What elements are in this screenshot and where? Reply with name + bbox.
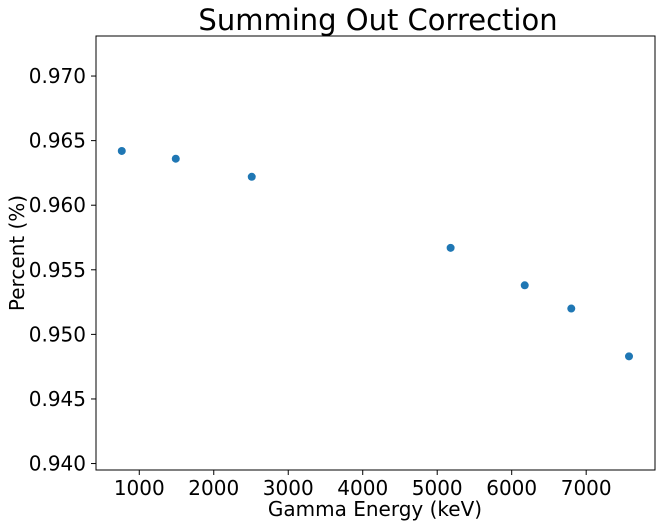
y-tick-label: 0.970 (29, 64, 86, 88)
chart-title: Summing Out Correction (198, 3, 557, 37)
x-tick-label: 6000 (486, 476, 537, 500)
data-point (446, 243, 455, 252)
y-tick-label: 0.940 (29, 452, 86, 476)
data-point (171, 154, 180, 163)
x-axis-label: Gamma Energy (keV) (268, 497, 482, 521)
y-tick-label: 0.950 (29, 322, 86, 346)
x-tick-label: 1000 (114, 476, 165, 500)
plot-frame (95, 35, 656, 471)
data-points (117, 146, 634, 361)
x-tick-label: 7000 (561, 476, 612, 500)
y-tick-label: 0.945 (29, 387, 86, 411)
data-point (117, 146, 126, 155)
x-tick-label: 2000 (188, 476, 239, 500)
x-axis-ticks: 1000 2000 3000 4000 5000 6000 7000 (114, 470, 612, 500)
y-axis-ticks: 0.940 0.945 0.950 0.955 0.960 0.965 0.970 (29, 64, 96, 476)
data-point (567, 304, 576, 313)
y-tick-label: 0.965 (29, 129, 86, 153)
y-tick-label: 0.955 (29, 258, 86, 282)
y-tick-label: 0.960 (29, 193, 86, 217)
x-tick-label: 3000 (263, 476, 314, 500)
data-point (247, 172, 256, 181)
data-point (625, 352, 634, 361)
y-axis-label: Percent (%) (5, 195, 29, 311)
x-tick-label: 4000 (337, 476, 388, 500)
data-point (520, 281, 529, 290)
x-tick-label: 5000 (412, 476, 463, 500)
